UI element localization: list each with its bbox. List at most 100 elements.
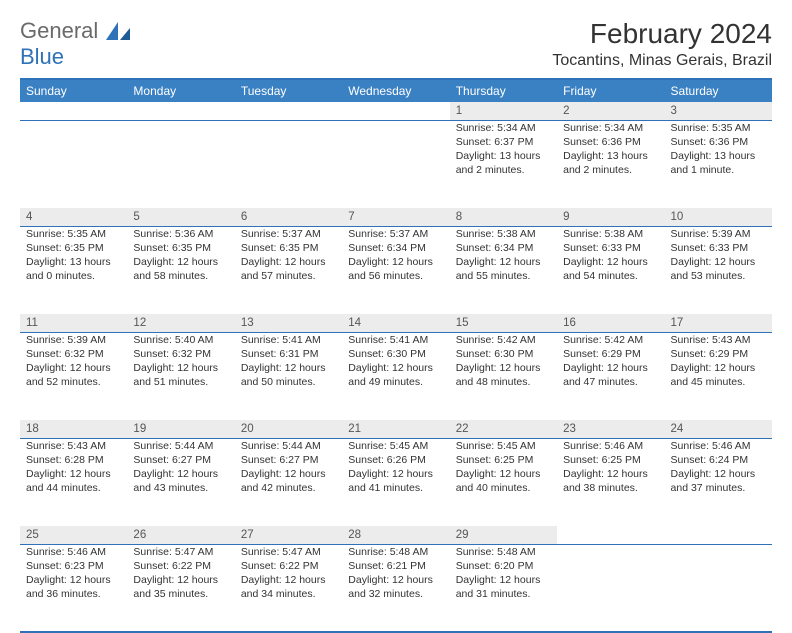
logo-text: General Blue	[20, 18, 98, 70]
daynum-cell: 4	[20, 208, 127, 226]
daylight-text: Daylight: 12 hours and 57 minutes.	[241, 255, 336, 283]
sunrise-text: Sunrise: 5:34 AM	[456, 121, 551, 135]
logo: General Blue	[20, 18, 132, 70]
sunset-text: Sunset: 6:27 PM	[241, 453, 336, 467]
week-row-3: Sunrise: 5:43 AMSunset: 6:28 PMDaylight:…	[20, 438, 772, 526]
daynum-cell: 9	[557, 208, 664, 226]
daynum-row-0: 123	[20, 102, 772, 120]
daynum-cell: 21	[342, 420, 449, 438]
day-cell	[665, 544, 772, 632]
header: General Blue February 2024 Tocantins, Mi…	[20, 18, 772, 70]
dayname-3: Wednesday	[342, 79, 449, 102]
sunrise-text: Sunrise: 5:43 AM	[26, 439, 121, 453]
day-cell: Sunrise: 5:46 AMSunset: 6:25 PMDaylight:…	[557, 438, 664, 526]
daylight-text: Daylight: 12 hours and 32 minutes.	[348, 573, 443, 601]
daynum-cell: 25	[20, 526, 127, 544]
logo-part1: General	[20, 18, 98, 43]
day-cell: Sunrise: 5:38 AMSunset: 6:34 PMDaylight:…	[450, 226, 557, 314]
logo-part2: Blue	[20, 44, 64, 69]
day-cell: Sunrise: 5:48 AMSunset: 6:21 PMDaylight:…	[342, 544, 449, 632]
sunset-text: Sunset: 6:29 PM	[671, 347, 766, 361]
day-cell: Sunrise: 5:45 AMSunset: 6:26 PMDaylight:…	[342, 438, 449, 526]
sunset-text: Sunset: 6:32 PM	[133, 347, 228, 361]
daylight-text: Daylight: 13 hours and 0 minutes.	[26, 255, 121, 283]
day-cell: Sunrise: 5:35 AMSunset: 6:36 PMDaylight:…	[665, 120, 772, 208]
day-cell: Sunrise: 5:46 AMSunset: 6:24 PMDaylight:…	[665, 438, 772, 526]
sunset-text: Sunset: 6:33 PM	[671, 241, 766, 255]
sunset-text: Sunset: 6:34 PM	[348, 241, 443, 255]
sunrise-text: Sunrise: 5:43 AM	[671, 333, 766, 347]
sunset-text: Sunset: 6:36 PM	[671, 135, 766, 149]
daynum-cell: 12	[127, 314, 234, 332]
day-cell: Sunrise: 5:36 AMSunset: 6:35 PMDaylight:…	[127, 226, 234, 314]
daynum-cell: 16	[557, 314, 664, 332]
sunset-text: Sunset: 6:26 PM	[348, 453, 443, 467]
day-cell: Sunrise: 5:37 AMSunset: 6:34 PMDaylight:…	[342, 226, 449, 314]
daylight-text: Daylight: 12 hours and 31 minutes.	[456, 573, 551, 601]
day-cell: Sunrise: 5:47 AMSunset: 6:22 PMDaylight:…	[235, 544, 342, 632]
daynum-row-4: 2526272829	[20, 526, 772, 544]
daylight-text: Daylight: 13 hours and 2 minutes.	[456, 149, 551, 177]
sunset-text: Sunset: 6:35 PM	[241, 241, 336, 255]
daynum-row-2: 11121314151617	[20, 314, 772, 332]
daylight-text: Daylight: 12 hours and 48 minutes.	[456, 361, 551, 389]
sunset-text: Sunset: 6:37 PM	[456, 135, 551, 149]
dayname-0: Sunday	[20, 79, 127, 102]
day-cell: Sunrise: 5:37 AMSunset: 6:35 PMDaylight:…	[235, 226, 342, 314]
daylight-text: Daylight: 12 hours and 58 minutes.	[133, 255, 228, 283]
dayname-6: Saturday	[665, 79, 772, 102]
day-cell: Sunrise: 5:48 AMSunset: 6:20 PMDaylight:…	[450, 544, 557, 632]
day-cell: Sunrise: 5:41 AMSunset: 6:31 PMDaylight:…	[235, 332, 342, 420]
day-cell: Sunrise: 5:44 AMSunset: 6:27 PMDaylight:…	[235, 438, 342, 526]
dayname-1: Monday	[127, 79, 234, 102]
sunrise-text: Sunrise: 5:37 AM	[241, 227, 336, 241]
day-cell: Sunrise: 5:41 AMSunset: 6:30 PMDaylight:…	[342, 332, 449, 420]
day-cell: Sunrise: 5:47 AMSunset: 6:22 PMDaylight:…	[127, 544, 234, 632]
sunset-text: Sunset: 6:35 PM	[26, 241, 121, 255]
daynum-cell: 5	[127, 208, 234, 226]
dayname-4: Thursday	[450, 79, 557, 102]
sunset-text: Sunset: 6:23 PM	[26, 559, 121, 573]
week-row-1: Sunrise: 5:35 AMSunset: 6:35 PMDaylight:…	[20, 226, 772, 314]
daynum-cell	[127, 102, 234, 120]
daylight-text: Daylight: 12 hours and 41 minutes.	[348, 467, 443, 495]
daylight-text: Daylight: 13 hours and 1 minute.	[671, 149, 766, 177]
daynum-cell	[235, 102, 342, 120]
daylight-text: Daylight: 12 hours and 44 minutes.	[26, 467, 121, 495]
daylight-text: Daylight: 12 hours and 47 minutes.	[563, 361, 658, 389]
daylight-text: Daylight: 12 hours and 35 minutes.	[133, 573, 228, 601]
title-block: February 2024 Tocantins, Minas Gerais, B…	[552, 18, 772, 70]
daynum-cell: 15	[450, 314, 557, 332]
month-title: February 2024	[552, 18, 772, 50]
daylight-text: Daylight: 12 hours and 34 minutes.	[241, 573, 336, 601]
day-cell	[20, 120, 127, 208]
sunrise-text: Sunrise: 5:48 AM	[456, 545, 551, 559]
sunset-text: Sunset: 6:20 PM	[456, 559, 551, 573]
daynum-cell: 29	[450, 526, 557, 544]
daylight-text: Daylight: 12 hours and 43 minutes.	[133, 467, 228, 495]
daynum-cell: 22	[450, 420, 557, 438]
daylight-text: Daylight: 12 hours and 36 minutes.	[26, 573, 121, 601]
daynum-cell: 10	[665, 208, 772, 226]
sunset-text: Sunset: 6:34 PM	[456, 241, 551, 255]
daylight-text: Daylight: 12 hours and 50 minutes.	[241, 361, 336, 389]
sunrise-text: Sunrise: 5:37 AM	[348, 227, 443, 241]
sunset-text: Sunset: 6:29 PM	[563, 347, 658, 361]
daynum-cell: 13	[235, 314, 342, 332]
sunrise-text: Sunrise: 5:39 AM	[671, 227, 766, 241]
day-cell: Sunrise: 5:42 AMSunset: 6:30 PMDaylight:…	[450, 332, 557, 420]
sunrise-text: Sunrise: 5:35 AM	[671, 121, 766, 135]
daynum-row-1: 45678910	[20, 208, 772, 226]
daynum-cell: 20	[235, 420, 342, 438]
day-cell: Sunrise: 5:44 AMSunset: 6:27 PMDaylight:…	[127, 438, 234, 526]
day-cell: Sunrise: 5:45 AMSunset: 6:25 PMDaylight:…	[450, 438, 557, 526]
sunrise-text: Sunrise: 5:35 AM	[26, 227, 121, 241]
daylight-text: Daylight: 12 hours and 49 minutes.	[348, 361, 443, 389]
day-cell: Sunrise: 5:39 AMSunset: 6:33 PMDaylight:…	[665, 226, 772, 314]
sunset-text: Sunset: 6:30 PM	[348, 347, 443, 361]
week-row-4: Sunrise: 5:46 AMSunset: 6:23 PMDaylight:…	[20, 544, 772, 632]
sunrise-text: Sunrise: 5:47 AM	[241, 545, 336, 559]
week-row-0: Sunrise: 5:34 AMSunset: 6:37 PMDaylight:…	[20, 120, 772, 208]
sunset-text: Sunset: 6:36 PM	[563, 135, 658, 149]
sunrise-text: Sunrise: 5:42 AM	[563, 333, 658, 347]
